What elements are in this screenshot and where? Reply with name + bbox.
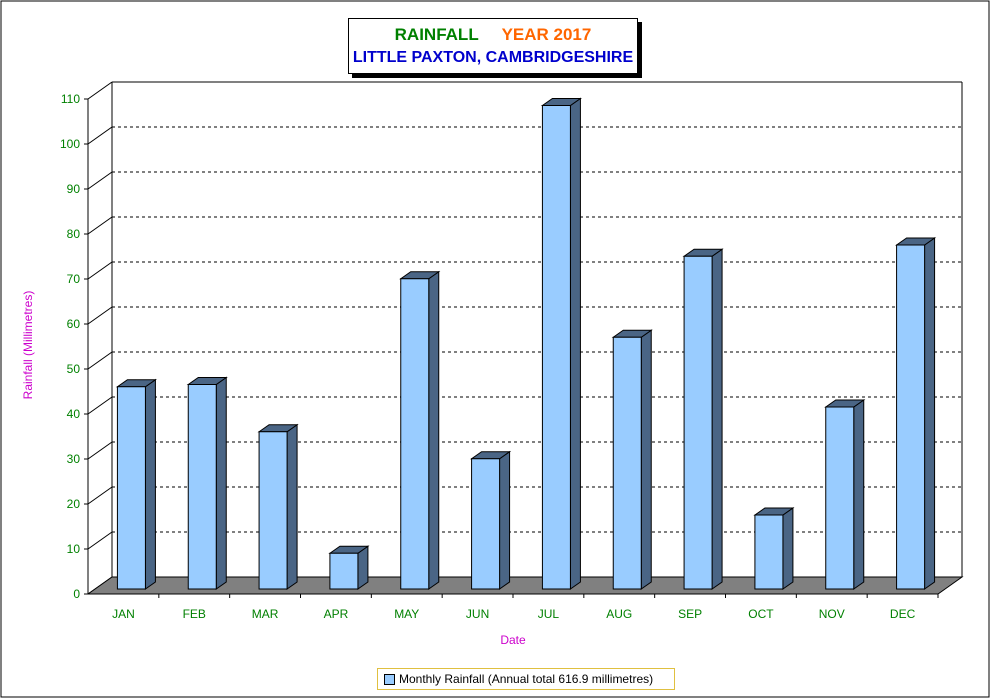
chart-legend: Monthly Rainfall (Annual total 616.9 mil… xyxy=(377,668,675,690)
bar-sep xyxy=(683,255,713,590)
tick-labels: 0 10 20 30 40 50 60 70 80 90 100 110 JAN FEB MAR APR MAY… xyxy=(60,92,916,621)
gridline-diagonal xyxy=(87,261,113,280)
legend-label: Monthly Rainfall (Annual total 616.9 mil… xyxy=(399,672,654,686)
bar-aug xyxy=(612,336,642,590)
bar-side-aug xyxy=(640,329,652,590)
y-tick-label: 30 xyxy=(67,452,81,466)
bar-apr xyxy=(329,552,359,590)
bar-feb xyxy=(187,384,217,590)
bar-side-may xyxy=(428,270,440,590)
gridline-diagonal xyxy=(87,216,113,235)
bar-side-feb xyxy=(215,376,227,590)
x-tick-label: NOV xyxy=(819,607,845,621)
y-tick-label: 20 xyxy=(67,497,81,511)
gridline-diagonal xyxy=(87,396,113,415)
gridline-diagonal xyxy=(87,531,113,550)
bar-side-dec xyxy=(924,237,936,590)
title-rainfall: RAINFALL xyxy=(394,25,479,44)
bar-jan xyxy=(116,386,146,590)
bar-side-oct xyxy=(782,507,794,590)
gridline-diagonal xyxy=(87,306,113,325)
bar-dec xyxy=(896,244,926,590)
gridline-diagonal xyxy=(87,441,113,460)
bar-side-sep xyxy=(711,248,723,590)
gridline-diagonal xyxy=(87,351,113,370)
gridline-diagonal xyxy=(87,126,113,145)
gridline-diagonal xyxy=(87,81,113,100)
y-tick-label: 70 xyxy=(67,272,81,286)
x-tick-label: MAR xyxy=(252,607,279,621)
legend-swatch xyxy=(384,673,395,685)
bar-side-jan xyxy=(144,378,156,590)
x-tick-label: JUN xyxy=(466,607,489,621)
bar-jun xyxy=(471,458,501,590)
bar-side-nov xyxy=(853,399,865,590)
x-tick-label: JAN xyxy=(112,607,135,621)
y-tick-label: 10 xyxy=(67,542,81,556)
x-tick-label: DEC xyxy=(890,607,916,621)
x-tick-label: JUL xyxy=(538,607,560,621)
y-tick-label: 90 xyxy=(67,182,81,196)
y-tick-label: 60 xyxy=(67,317,81,331)
bar-oct xyxy=(754,514,784,590)
y-tick-label: 80 xyxy=(67,227,81,241)
y-tick-label: 50 xyxy=(67,362,81,376)
bar-side-jun xyxy=(499,450,511,590)
chart-title: RAINFALL YEAR 2017 xyxy=(349,25,637,45)
bar-mar xyxy=(258,431,288,590)
y-tick-label: 0 xyxy=(73,587,80,601)
x-tick-label: MAY xyxy=(394,607,419,621)
x-tick-label: SEP xyxy=(678,607,702,621)
bars xyxy=(115,97,937,590)
bar-side-jul xyxy=(569,97,581,590)
y-tick-label: 110 xyxy=(61,92,80,106)
x-axis-label: Date xyxy=(500,633,526,647)
y-tick-label: 40 xyxy=(67,407,81,421)
bar-nov xyxy=(825,406,855,590)
bar-may xyxy=(400,278,430,590)
bar-jul xyxy=(541,105,571,590)
x-tick-label: OCT xyxy=(748,607,774,621)
bar-side-mar xyxy=(286,423,298,590)
y-axis-label: Rainfall (Millimetres) xyxy=(21,291,35,400)
x-tick-label: FEB xyxy=(183,607,206,621)
y-tick-label: 100 xyxy=(60,137,80,151)
gridline-diagonal xyxy=(87,486,113,505)
x-tick-label: APR xyxy=(324,607,349,621)
x-tick-label: AUG xyxy=(606,607,632,621)
chart-subtitle: LITTLE PAXTON, CAMBRIDGESHIRE xyxy=(352,49,634,66)
axes xyxy=(84,81,964,598)
chart-title-box: RAINFALL YEAR 2017 LITTLE PAXTON, CAMBRI… xyxy=(348,18,638,74)
title-year: YEAR 2017 xyxy=(501,25,592,44)
gridline-diagonal xyxy=(87,171,113,190)
